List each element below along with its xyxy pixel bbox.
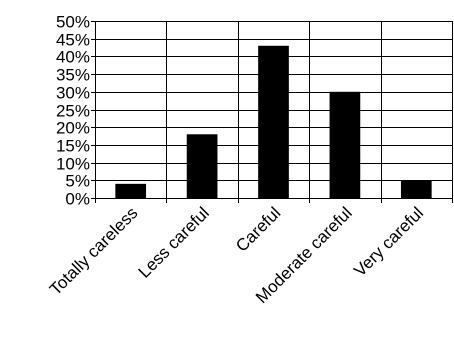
bar (400, 180, 432, 198)
y-tick-label: 15% (56, 137, 90, 156)
y-tick-labels: 0%5%10%15%20%25%30%35%40%45%50% (56, 13, 90, 209)
y-tick-label: 5% (65, 172, 90, 191)
y-tick-label: 50% (56, 13, 90, 32)
y-tick-label: 40% (56, 48, 90, 67)
bar (258, 45, 289, 198)
bar (329, 91, 361, 198)
axes (91, 20, 454, 203)
y-tick-label: 35% (56, 66, 90, 85)
x-category-label: Careful (232, 203, 284, 255)
y-tick-label: 10% (56, 155, 90, 174)
x-category-label: Less careful (135, 203, 213, 281)
y-tick-label: 30% (56, 84, 90, 103)
bars (115, 45, 432, 198)
y-tick-label: 20% (56, 119, 90, 138)
y-tick-label: 45% (56, 31, 90, 50)
y-tick-label: 25% (56, 102, 90, 121)
bar (186, 134, 218, 198)
y-tick-label: 0% (65, 190, 90, 209)
x-category-label: Totally careless (46, 203, 142, 299)
bar (115, 183, 147, 198)
x-category-label: Very careful (350, 203, 427, 280)
